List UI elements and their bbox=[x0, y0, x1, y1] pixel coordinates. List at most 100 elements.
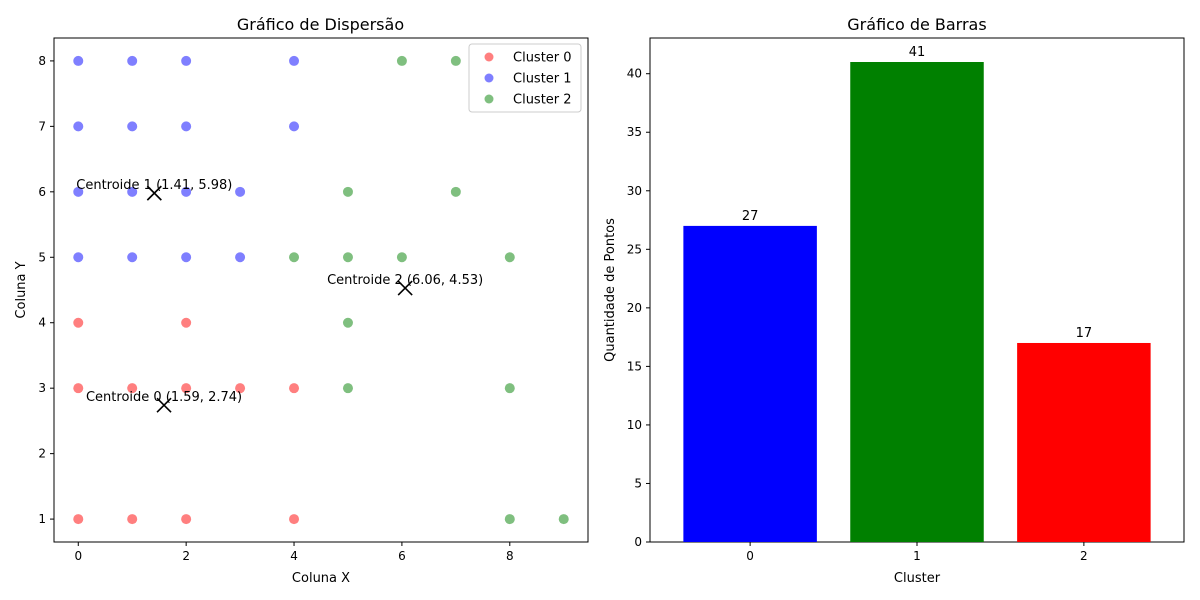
legend-label-cluster-2: Cluster 2 bbox=[513, 93, 572, 108]
scatter-point-cluster-0 bbox=[181, 317, 192, 328]
y-tick-label: 3 bbox=[38, 381, 46, 395]
bar-x-label: Cluster bbox=[894, 571, 941, 586]
x-tick-label: 2 bbox=[1080, 549, 1088, 563]
centroid-label-0: Centroide 0 (1.59, 2.74) bbox=[86, 390, 242, 405]
scatter-point-cluster-2 bbox=[289, 252, 300, 263]
scatter-point-cluster-1 bbox=[127, 252, 138, 263]
bar-value-label-1: 41 bbox=[909, 45, 926, 60]
bar-y-label: Quantidade de Pontos bbox=[603, 218, 618, 362]
x-tick-label: 6 bbox=[398, 549, 406, 563]
scatter-legend: Cluster 0 Cluster 1 Cluster 2 bbox=[468, 43, 582, 113]
centroid-label-2: Centroide 2 (6.06, 4.53) bbox=[327, 273, 483, 288]
y-tick-label: 7 bbox=[38, 119, 46, 133]
scatter-point-cluster-1 bbox=[73, 121, 84, 132]
scatter-point-cluster-0 bbox=[127, 514, 138, 525]
centroid-marker-2 bbox=[397, 280, 413, 296]
scatter-y-axis: 1 2 3 4 5 6 7 8 bbox=[38, 54, 54, 526]
scatter-point-cluster-1 bbox=[73, 186, 84, 197]
scatter-point-cluster-1 bbox=[289, 55, 300, 66]
scatter-point-cluster-2 bbox=[504, 252, 515, 263]
legend-label-cluster-1: Cluster 1 bbox=[513, 72, 572, 87]
scatter-point-cluster-0 bbox=[235, 383, 246, 394]
legend-marker-cluster-1 bbox=[484, 73, 494, 83]
scatter-point-cluster-2 bbox=[450, 186, 461, 197]
scatter-point-cluster-1 bbox=[235, 186, 246, 197]
y-tick-label: 30 bbox=[627, 184, 642, 198]
scatter-point-cluster-1 bbox=[181, 252, 192, 263]
scatter-point-cluster-2 bbox=[450, 55, 461, 66]
bar-chart: Gráfico de Barras 0 1 2 0 5 10 15 20 25 30 35 40 2… bbox=[603, 15, 1185, 586]
scatter-point-cluster-1 bbox=[127, 121, 138, 132]
scatter-point-cluster-0 bbox=[289, 514, 300, 525]
scatter-title: Gráfico de Dispersão bbox=[237, 15, 404, 34]
bar-cluster-2 bbox=[1017, 342, 1151, 542]
scatter-point-cluster-1 bbox=[73, 55, 84, 66]
y-tick-label: 25 bbox=[627, 242, 642, 256]
centroid-marker-0 bbox=[156, 397, 172, 413]
scatter-point-cluster-0 bbox=[73, 383, 84, 394]
scatter-x-label: Coluna X bbox=[292, 571, 350, 586]
x-tick-label: 4 bbox=[290, 549, 298, 563]
scatter-point-cluster-0 bbox=[73, 514, 84, 525]
centroid-label-1: Centroide 1 (1.41, 5.98) bbox=[76, 178, 232, 193]
y-tick-label: 15 bbox=[627, 359, 642, 373]
y-tick-label: 1 bbox=[38, 512, 46, 526]
y-tick-label: 40 bbox=[627, 67, 642, 81]
x-tick-label: 1 bbox=[913, 549, 921, 563]
y-tick-label: 2 bbox=[38, 447, 46, 461]
y-tick-label: 5 bbox=[38, 250, 46, 264]
scatter-point-cluster-0 bbox=[181, 383, 192, 394]
scatter-point-cluster-2 bbox=[504, 514, 515, 525]
scatter-point-cluster-2 bbox=[342, 317, 353, 328]
bar-cluster-0 bbox=[683, 225, 817, 542]
bar-y-axis: 0 5 10 15 20 25 30 35 40 bbox=[627, 67, 650, 549]
scatter-point-cluster-0 bbox=[127, 383, 138, 394]
scatter-y-label: Coluna Y bbox=[14, 261, 29, 318]
x-tick-label: 2 bbox=[182, 549, 190, 563]
scatter-point-cluster-2 bbox=[504, 383, 515, 394]
scatter-point-cluster-2 bbox=[342, 383, 353, 394]
bar-value-label-0: 27 bbox=[742, 209, 759, 224]
scatter-point-cluster-0 bbox=[181, 514, 192, 525]
scatter-chart: Gráfico de Dispersão 0 2 4 6 8 1 2 3 4 5 6 7 8 Cent… bbox=[14, 15, 589, 586]
scatter-point-cluster-1 bbox=[181, 186, 192, 197]
centroid-marker-1 bbox=[146, 185, 162, 201]
scatter-point-cluster-1 bbox=[235, 252, 246, 263]
scatter-point-cluster-0 bbox=[73, 317, 84, 328]
scatter-centroids: Centroide 0 (1.59, 2.74) Centroide 1 (1.4… bbox=[76, 178, 483, 413]
x-tick-label: 0 bbox=[74, 549, 82, 563]
bar-title: Gráfico de Barras bbox=[847, 15, 986, 34]
legend-marker-cluster-0 bbox=[484, 52, 494, 62]
y-tick-label: 10 bbox=[627, 418, 642, 432]
y-tick-label: 5 bbox=[634, 476, 642, 490]
scatter-point-cluster-2 bbox=[396, 55, 407, 66]
y-tick-label: 20 bbox=[627, 301, 642, 315]
bar-value-label-2: 17 bbox=[1076, 326, 1093, 341]
scatter-point-cluster-2 bbox=[558, 514, 569, 525]
scatter-points bbox=[73, 55, 569, 525]
legend-marker-cluster-2 bbox=[484, 94, 494, 104]
scatter-point-cluster-1 bbox=[127, 55, 138, 66]
scatter-point-cluster-1 bbox=[181, 55, 192, 66]
bar-cluster-1 bbox=[850, 62, 984, 542]
y-tick-label: 0 bbox=[634, 535, 642, 549]
scatter-x-axis: 0 2 4 6 8 bbox=[74, 542, 514, 563]
scatter-point-cluster-2 bbox=[342, 252, 353, 263]
bar-series: 27 41 17 bbox=[683, 45, 1151, 542]
scatter-point-cluster-2 bbox=[396, 252, 407, 263]
y-tick-label: 8 bbox=[38, 54, 46, 68]
legend-label-cluster-0: Cluster 0 bbox=[513, 51, 572, 66]
y-tick-label: 6 bbox=[38, 185, 46, 199]
scatter-point-cluster-1 bbox=[127, 186, 138, 197]
scatter-point-cluster-1 bbox=[73, 252, 84, 263]
scatter-plot-area bbox=[53, 37, 589, 543]
scatter-point-cluster-1 bbox=[289, 121, 300, 132]
scatter-point-cluster-2 bbox=[342, 186, 353, 197]
legend-box bbox=[468, 43, 582, 113]
y-tick-label: 4 bbox=[38, 316, 46, 330]
bar-x-axis: 0 1 2 bbox=[746, 542, 1088, 563]
scatter-point-cluster-1 bbox=[181, 121, 192, 132]
y-tick-label: 35 bbox=[627, 125, 642, 139]
